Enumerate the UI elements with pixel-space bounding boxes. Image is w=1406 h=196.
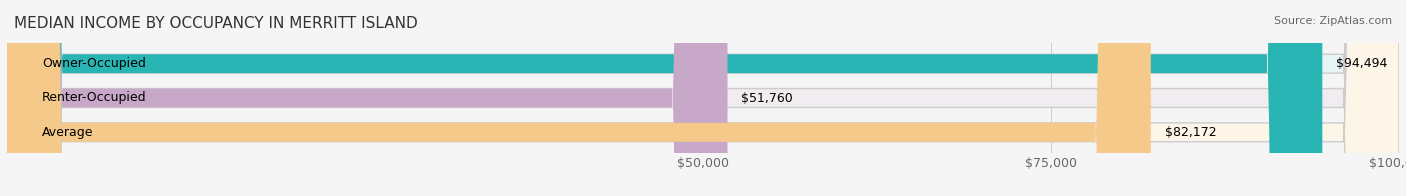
Text: $51,760: $51,760 xyxy=(741,92,793,104)
Text: $82,172: $82,172 xyxy=(1164,126,1216,139)
Text: Owner-Occupied: Owner-Occupied xyxy=(42,57,146,70)
FancyBboxPatch shape xyxy=(7,0,1152,196)
Text: Average: Average xyxy=(42,126,93,139)
FancyBboxPatch shape xyxy=(7,0,1399,196)
Text: $94,494: $94,494 xyxy=(1336,57,1388,70)
FancyBboxPatch shape xyxy=(7,0,1399,196)
Text: MEDIAN INCOME BY OCCUPANCY IN MERRITT ISLAND: MEDIAN INCOME BY OCCUPANCY IN MERRITT IS… xyxy=(14,16,418,31)
FancyBboxPatch shape xyxy=(7,0,1399,196)
FancyBboxPatch shape xyxy=(7,0,727,196)
FancyBboxPatch shape xyxy=(7,0,1322,196)
Text: Source: ZipAtlas.com: Source: ZipAtlas.com xyxy=(1274,16,1392,26)
Text: Renter-Occupied: Renter-Occupied xyxy=(42,92,146,104)
